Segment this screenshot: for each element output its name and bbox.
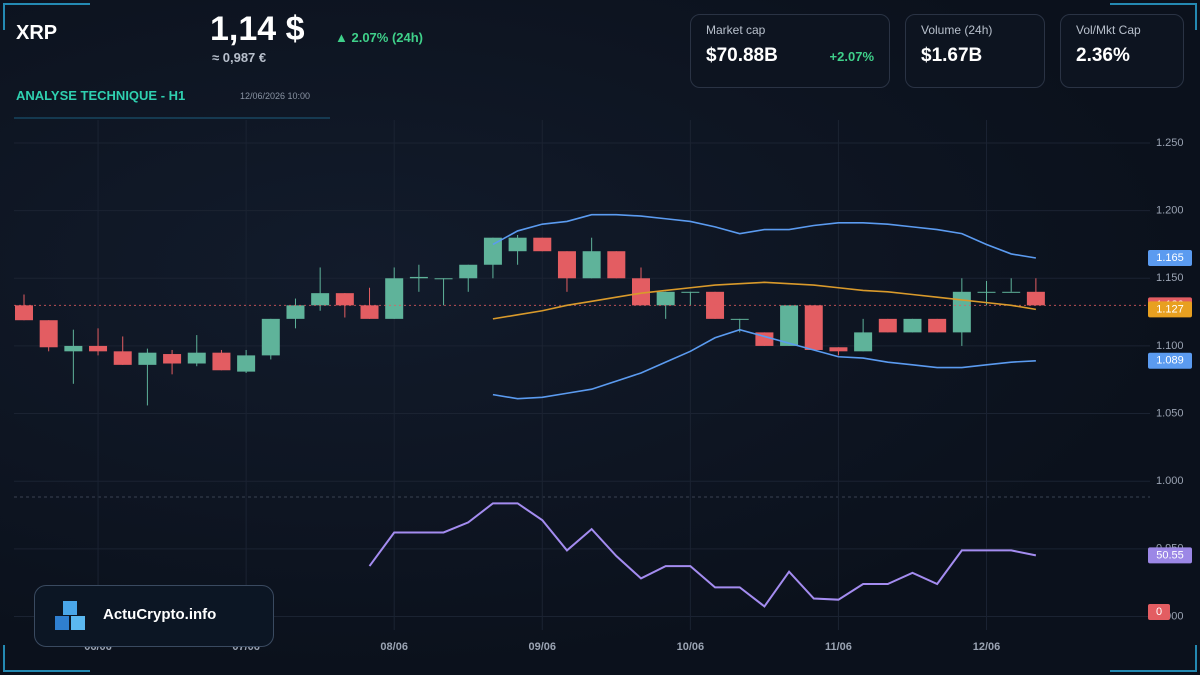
logo-box: ActuCrypto.info bbox=[34, 585, 274, 647]
frame bbox=[3, 3, 1197, 672]
logo-cube bbox=[71, 616, 85, 630]
indicator-line bbox=[492, 328, 1036, 400]
x-tick-label: 10/06 bbox=[677, 641, 705, 653]
candle-body bbox=[39, 320, 58, 348]
candle-body bbox=[1002, 291, 1021, 293]
candle-body bbox=[656, 291, 675, 306]
y-tick-label: 1.000 bbox=[1156, 475, 1184, 487]
price-badge bbox=[1148, 249, 1192, 266]
candle-body bbox=[237, 355, 256, 372]
logo-cube bbox=[55, 616, 69, 630]
logo-icon bbox=[55, 601, 85, 630]
price-badge bbox=[1148, 352, 1192, 369]
candle-body bbox=[360, 305, 379, 319]
card: Volume (24h) $1.67B bbox=[905, 14, 1045, 88]
y-tick-label: 1.100 bbox=[1156, 340, 1184, 352]
candle-body bbox=[89, 345, 108, 352]
card-label: Volume (24h) bbox=[921, 23, 993, 37]
card-value: 2.36% bbox=[1076, 45, 1130, 66]
candle-body bbox=[681, 291, 700, 293]
price-badge-label: 1.089 bbox=[1156, 355, 1184, 367]
frame-corner bbox=[1110, 3, 1197, 30]
price-badge-label: 50.55 bbox=[1156, 549, 1184, 561]
frame-corner bbox=[3, 3, 90, 30]
y-tick-label: 1.250 bbox=[1156, 137, 1184, 149]
candle-body bbox=[286, 305, 305, 319]
frame-corner bbox=[3, 645, 90, 672]
card: Vol/Mkt Cap 2.36% bbox=[1060, 14, 1184, 88]
candle-body bbox=[434, 278, 453, 280]
candle-body bbox=[977, 291, 996, 293]
candle-body bbox=[903, 318, 922, 333]
candle-body bbox=[854, 332, 873, 352]
price: 1,14 $ bbox=[210, 10, 305, 48]
candle-body bbox=[508, 237, 527, 252]
y2-tick-badge bbox=[1148, 604, 1170, 620]
x-tick-label: 12/06 bbox=[973, 641, 1001, 653]
candle-body bbox=[483, 237, 502, 265]
price-eur: ≈ 0,987 € bbox=[212, 50, 267, 65]
y2-tick-label: 0 bbox=[1156, 606, 1162, 618]
price-badge-label: 1.165 bbox=[1156, 252, 1184, 264]
card-value: $1.67B bbox=[921, 45, 983, 66]
price-badge bbox=[1148, 547, 1192, 564]
card-change: +2.07% bbox=[829, 49, 874, 64]
candle-body bbox=[730, 318, 749, 320]
candle-body bbox=[459, 264, 478, 279]
candle-body bbox=[409, 276, 428, 279]
candle-body bbox=[878, 318, 897, 333]
y-tick-label: 1.200 bbox=[1156, 205, 1184, 217]
change: ▲ 2.07% (24h) bbox=[335, 30, 424, 45]
candle-body bbox=[632, 278, 650, 306]
candle-body bbox=[212, 352, 231, 371]
candle-body bbox=[533, 237, 552, 252]
logo-cube bbox=[63, 601, 77, 615]
candle-body bbox=[607, 251, 626, 279]
candle-body bbox=[829, 347, 848, 352]
indicator-line bbox=[492, 213, 1037, 259]
candle-body bbox=[557, 251, 576, 279]
candle-body bbox=[582, 251, 601, 279]
x-tick-label: 09/06 bbox=[529, 641, 557, 653]
candle-body bbox=[311, 293, 330, 306]
candle-body bbox=[138, 352, 157, 365]
candle-body bbox=[261, 318, 280, 356]
candle-body bbox=[163, 354, 182, 364]
section-title: ANALYSE TECHNIQUE - H1 bbox=[16, 88, 186, 103]
candle-body bbox=[804, 305, 823, 350]
card: Market cap $70.88B +2.07% bbox=[690, 14, 890, 88]
card-label: Vol/Mkt Cap bbox=[1076, 23, 1141, 37]
candle-body bbox=[15, 305, 33, 321]
price-badge-label: 1.127 bbox=[1156, 303, 1184, 315]
y-tick-label: 1.050 bbox=[1156, 407, 1184, 419]
candle-body bbox=[780, 305, 799, 346]
price-badge bbox=[1148, 301, 1192, 318]
candle-body bbox=[64, 345, 83, 352]
logo-text: ActuCrypto.info bbox=[103, 606, 217, 623]
x-tick-label: 11/06 bbox=[825, 641, 852, 653]
candle-body bbox=[385, 278, 404, 319]
candle-body bbox=[113, 351, 132, 365]
card-label: Market cap bbox=[706, 23, 766, 37]
indicator-line bbox=[492, 281, 1037, 320]
candle-body bbox=[928, 318, 947, 333]
candle-body bbox=[187, 352, 206, 364]
symbol: XRP bbox=[16, 22, 58, 44]
candle-body bbox=[335, 293, 354, 306]
frame-corner bbox=[1110, 645, 1197, 672]
candle-body bbox=[1026, 291, 1045, 306]
indicator-line bbox=[368, 502, 1037, 608]
candle-body bbox=[952, 291, 971, 333]
y-tick-label: 1.150 bbox=[1156, 272, 1184, 284]
timestamp: 12/06/2026 10:00 bbox=[240, 91, 311, 101]
card-value: $70.88B bbox=[706, 45, 778, 66]
x-tick-label: 08/06 bbox=[380, 641, 408, 653]
